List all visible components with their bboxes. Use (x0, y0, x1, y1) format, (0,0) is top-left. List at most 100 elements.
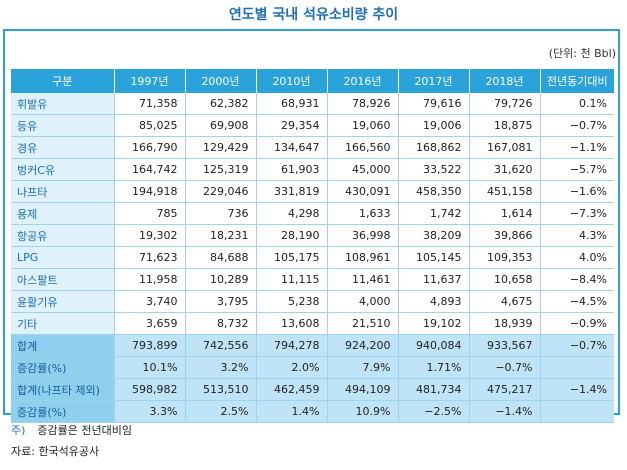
table-cell: 0.1% (539, 93, 614, 115)
table-cell: 11,637 (397, 268, 469, 291)
table-cell: −7.3% (539, 202, 614, 225)
row-label: 아스팔트 (11, 268, 114, 291)
table-cell: 2.0% (255, 356, 327, 379)
table-row: LPG 71,623 84,688 105,175 108,961 105,145 109,… (11, 246, 614, 269)
table-cell: 105,175 (255, 246, 327, 269)
table-cell: 134,647 (255, 136, 327, 159)
summary-row: 증감률(%) 3.3% 2.5% 1.4% 10.9% −2.5% −1.4% (11, 400, 614, 423)
table-cell: 785 (113, 202, 185, 225)
table-cell: 78,926 (326, 93, 398, 115)
table-cell: 61,903 (255, 158, 327, 181)
table-row: 항공유 19,302 18,231 28,190 36,998 38,209 39,866 4… (11, 224, 614, 247)
table-cell: 462,459 (255, 378, 327, 401)
table-cell: −0.7% (468, 356, 540, 379)
summary-row: 합계 793,899 742,556 794,278 924,200 940,084 933… (11, 334, 614, 357)
table-cell: 10.1% (113, 356, 185, 379)
table-cell: 736 (184, 202, 256, 225)
table-cell: 18,875 (468, 114, 540, 137)
table-cell: −1.4% (539, 378, 614, 401)
table-cell: −8.4% (539, 268, 614, 291)
table-cell: 164,742 (113, 158, 185, 181)
table-cell: 36,998 (326, 224, 398, 247)
table-cell: 1,614 (468, 202, 540, 225)
row-label: 합계(나프타 제외) (11, 378, 114, 401)
table-cell: 31,620 (468, 158, 540, 181)
table-row: 기타 3,659 8,732 13,608 21,510 19,102 18,939 −0.9… (11, 312, 614, 335)
table-cell: 4,893 (397, 290, 469, 313)
table-cell: 69,908 (184, 114, 256, 137)
header-2017: 2017년 (397, 69, 469, 93)
table-cell: 168,862 (397, 136, 469, 159)
table-cell: 924,200 (326, 334, 398, 357)
table-cell: 19,102 (397, 312, 469, 335)
table-cell: 29,354 (255, 114, 327, 137)
table-cell: 19,302 (113, 224, 185, 247)
table-cell (539, 356, 614, 379)
table-row: 윤활기유 3,740 3,795 5,238 4,000 4,893 4,675 −4.5% (11, 290, 614, 313)
row-label: 나프타 (11, 180, 114, 203)
header-row: 구분 1997년 2000년 2010년 2016년 2017년 2018년 전… (11, 69, 614, 93)
table-cell: 4.3% (539, 224, 614, 247)
table-row: 나프타 194,918 229,046 331,819 430,091 458,350 45… (11, 180, 614, 203)
row-label: 항공유 (11, 224, 114, 247)
table-cell: 38,209 (397, 224, 469, 247)
table-row: 용제 785 736 4,298 1,633 1,742 1,614 −7.3% (11, 202, 614, 225)
table-cell: 125,319 (184, 158, 256, 181)
table-cell: 19,006 (397, 114, 469, 137)
table-cell: 3.3% (113, 400, 185, 423)
header-category: 구분 (11, 69, 114, 93)
row-label: 등유 (11, 114, 114, 137)
table-cell: 68,931 (255, 93, 327, 115)
table-cell: 21,510 (326, 312, 398, 335)
table-cell: 166,560 (326, 136, 398, 159)
table-cell: 4,298 (255, 202, 327, 225)
table-cell: 18,939 (468, 312, 540, 335)
header-2010: 2010년 (255, 69, 327, 93)
summary-row: 증감률(%) 10.1% 3.2% 2.0% 7.9% 1.71% −0.7% (11, 356, 614, 379)
table-cell: 71,358 (113, 93, 185, 115)
header-1997: 1997년 (113, 69, 185, 93)
table-cell: 451,158 (468, 180, 540, 203)
row-label: 용제 (11, 202, 114, 225)
table-cell: 8,732 (184, 312, 256, 335)
header-yoy: 전년동기대비 (539, 69, 614, 93)
consumption-table: 구분 1997년 2000년 2010년 2016년 2017년 2018년 전… (11, 69, 614, 423)
unit-label: (단위: 천 Bbl) (548, 47, 616, 60)
table-cell: 11,461 (326, 268, 398, 291)
table-cell: −5.7% (539, 158, 614, 181)
table-cell: 1.71% (397, 356, 469, 379)
row-label: 증감률(%) (11, 356, 114, 379)
table-cell: 331,819 (255, 180, 327, 203)
table-cell: 5,238 (255, 290, 327, 313)
table-cell: 481,734 (397, 378, 469, 401)
footnote: 주) 증감률은 전년대비임 (11, 422, 132, 438)
table-cell: 4.0% (539, 246, 614, 269)
table-cell: −0.7% (539, 114, 614, 137)
source-note: 자료: 한국석유공사 (11, 445, 100, 458)
table-cell: 3,795 (184, 290, 256, 313)
table-cell: 1,742 (397, 202, 469, 225)
table-cell: 1,633 (326, 202, 398, 225)
table-cell: 229,046 (184, 180, 256, 203)
table-cell: 28,190 (255, 224, 327, 247)
row-label: 증감률(%) (11, 400, 114, 423)
table-cell: 167,081 (468, 136, 540, 159)
table-cell: 4,675 (468, 290, 540, 313)
table-cell: 494,109 (326, 378, 398, 401)
row-label: 경유 (11, 136, 114, 159)
row-label: 윤활기유 (11, 290, 114, 313)
table-row: 휘발유 71,358 62,382 68,931 78,926 79,616 79,726 0… (11, 93, 614, 115)
table-cell: 458,350 (397, 180, 469, 203)
footnote-text: 증감률은 전년대비임 (37, 424, 132, 437)
table-cell: 84,688 (184, 246, 256, 269)
table-cell: −4.5% (539, 290, 614, 313)
table-cell: 10.9% (326, 400, 398, 423)
table-cell: 940,084 (397, 334, 469, 357)
header-2018: 2018년 (468, 69, 540, 93)
table-cell: 7.9% (326, 356, 398, 379)
table-cell: 11,958 (113, 268, 185, 291)
table-cell: 933,567 (468, 334, 540, 357)
table-cell: 18,231 (184, 224, 256, 247)
row-label: 기타 (11, 312, 114, 335)
row-label: 합계 (11, 334, 114, 357)
